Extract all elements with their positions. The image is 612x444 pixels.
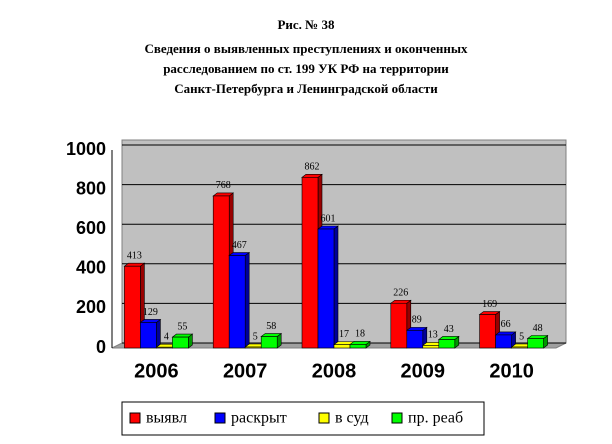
legend-swatch <box>129 412 141 424</box>
bar-top <box>317 225 339 230</box>
chart-title: расследованием по ст. 199 УК РФ на терри… <box>163 61 449 76</box>
bar <box>390 302 408 349</box>
bar <box>228 255 246 349</box>
chart-title: Санкт-Петербурга и Ленинградской области <box>174 81 438 96</box>
value-label: 226 <box>393 288 408 299</box>
legend-swatch <box>214 412 226 424</box>
x-tick-label: 2008 <box>312 360 357 382</box>
x-tick-label: 2006 <box>134 360 179 382</box>
bar <box>406 330 424 349</box>
value-label: 413 <box>127 251 142 262</box>
bar-top <box>139 319 162 323</box>
value-label: 129 <box>143 307 158 318</box>
bar <box>260 336 278 349</box>
bar <box>511 346 528 349</box>
value-label: 66 <box>501 319 511 330</box>
bar-top <box>494 331 517 336</box>
value-label: 169 <box>482 299 497 310</box>
bar-top <box>478 311 501 315</box>
y-tick-label: 200 <box>76 297 106 317</box>
y-tick-label: 800 <box>76 178 106 198</box>
bar <box>527 338 544 349</box>
bar <box>244 346 262 349</box>
bar <box>212 195 230 349</box>
bar-side <box>156 318 161 349</box>
bar-top <box>389 299 412 304</box>
legend-label: выявл <box>146 410 187 427</box>
value-label: 58 <box>266 321 276 332</box>
bar-side <box>333 225 339 349</box>
bar <box>140 322 157 349</box>
y-tick-label: 0 <box>96 337 106 357</box>
bar <box>479 314 496 349</box>
bar-top <box>228 252 251 256</box>
bar <box>422 345 440 349</box>
legend-box <box>121 401 485 436</box>
bar <box>495 334 512 349</box>
x-tick-label: 2009 <box>401 360 446 382</box>
value-label: 13 <box>428 330 438 341</box>
bar-top <box>301 174 323 178</box>
value-label: 5 <box>519 331 524 342</box>
bar <box>301 177 319 349</box>
value-label: 89 <box>412 315 422 326</box>
y-tick-label: 600 <box>76 218 106 238</box>
y-tick-label: 1000 <box>66 139 106 159</box>
legend-swatch <box>318 412 330 424</box>
value-label: 18 <box>355 329 365 340</box>
bar-top <box>171 333 194 338</box>
bar <box>156 346 173 349</box>
bar-top <box>260 333 283 337</box>
bar <box>438 339 456 349</box>
x-tick-label: 2010 <box>489 360 534 382</box>
bar-top <box>526 335 549 339</box>
value-label: 55 <box>177 321 187 332</box>
value-label: 601 <box>321 213 336 224</box>
bar <box>317 228 335 349</box>
bar <box>333 344 351 349</box>
value-label: 467 <box>232 240 247 251</box>
legend-label: раскрыт <box>231 410 287 427</box>
legend-label: в суд <box>335 410 369 427</box>
value-label: 48 <box>533 323 543 334</box>
bar-top <box>437 336 460 340</box>
bar-top <box>405 327 428 331</box>
legend-swatch <box>391 412 403 424</box>
bar <box>349 344 367 349</box>
bar-top <box>349 341 371 345</box>
value-label: 768 <box>216 180 231 191</box>
y-tick-label: 400 <box>76 258 106 278</box>
plot-wall <box>121 139 567 344</box>
legend-label: пр. реаб <box>408 410 463 427</box>
bar <box>172 336 189 349</box>
bar-top <box>123 262 146 267</box>
bar-top <box>212 192 235 197</box>
bar <box>124 265 141 349</box>
bar-side <box>244 251 250 349</box>
value-label: 43 <box>444 324 454 335</box>
value-label: 17 <box>339 329 349 340</box>
chart-title: Сведения о выявленных преступлениях и ок… <box>144 41 468 56</box>
x-tick-label: 2007 <box>223 360 268 382</box>
value-label: 862 <box>305 162 320 173</box>
chart-title: Рис. № 38 <box>277 17 335 32</box>
value-label: 5 <box>253 331 258 342</box>
value-label: 4 <box>164 332 169 343</box>
